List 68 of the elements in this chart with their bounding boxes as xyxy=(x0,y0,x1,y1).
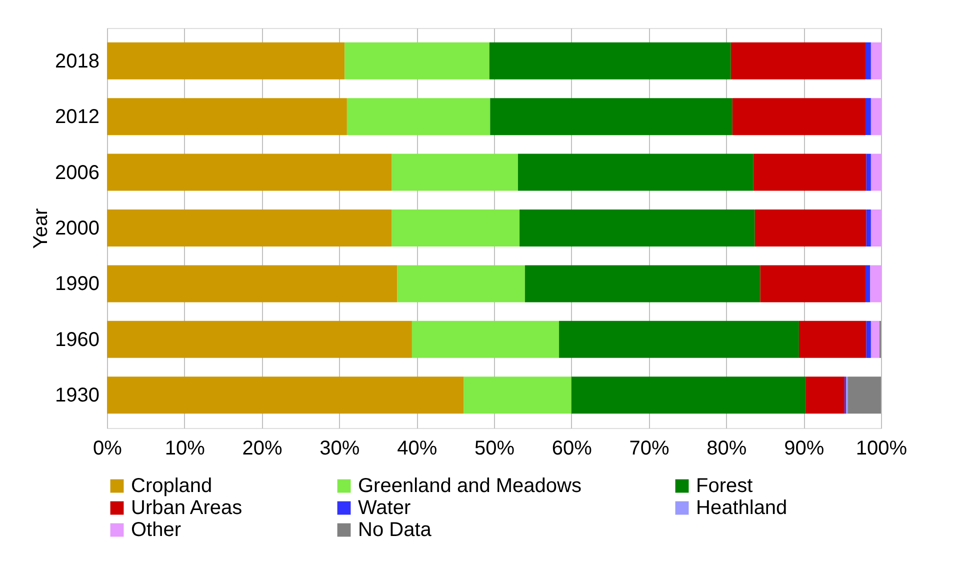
x-tick-label: 20% xyxy=(242,438,283,460)
legend-label: Urban Areas xyxy=(131,497,242,519)
y-tick-label: 1930 xyxy=(55,384,100,407)
bar xyxy=(870,320,880,358)
bar xyxy=(107,210,392,246)
bar xyxy=(518,154,754,191)
y-tick-label: 2006 xyxy=(55,162,100,184)
legend-label: Greenland and Meadows xyxy=(358,475,582,497)
bar xyxy=(344,42,490,80)
bar xyxy=(753,154,866,191)
bar xyxy=(870,154,881,191)
bar xyxy=(392,154,518,191)
bar xyxy=(107,320,412,358)
bar xyxy=(107,265,398,302)
bar xyxy=(806,376,845,414)
bar xyxy=(412,320,560,358)
bar xyxy=(490,98,732,136)
x-tick-label: 80% xyxy=(706,438,747,460)
bar xyxy=(392,210,520,246)
x-tick-label: 30% xyxy=(320,438,360,460)
legend-label: Water xyxy=(358,497,411,519)
bar xyxy=(870,210,881,246)
bar xyxy=(866,320,871,358)
bar xyxy=(730,42,866,80)
x-tick-label: 70% xyxy=(629,438,670,460)
legend-label: Forest xyxy=(696,475,754,497)
bar xyxy=(489,42,731,80)
y-axis-title: Year xyxy=(30,208,52,249)
x-tick-label: 100% xyxy=(856,438,908,460)
y-tick-label: 1960 xyxy=(55,328,100,351)
bar xyxy=(524,265,760,302)
y-tick-label: 2018 xyxy=(55,50,100,72)
y-tick-label: 2000 xyxy=(55,218,100,240)
bar xyxy=(571,376,806,414)
bar xyxy=(346,98,490,136)
x-tick-label: 40% xyxy=(397,438,438,460)
bar xyxy=(870,265,881,302)
x-tick-label: 0% xyxy=(93,438,122,460)
bar xyxy=(870,98,881,136)
bar xyxy=(866,210,871,246)
x-tick-label: 60% xyxy=(552,438,592,460)
bar xyxy=(760,265,866,302)
bar xyxy=(848,376,881,414)
bar xyxy=(732,98,866,136)
bar xyxy=(520,210,755,246)
bar xyxy=(107,154,392,191)
legend-label: No Data xyxy=(358,519,432,541)
bar xyxy=(870,42,881,80)
legend-label: Heathland xyxy=(696,497,788,519)
x-tick-label: 10% xyxy=(164,438,206,460)
bar xyxy=(107,98,347,136)
x-tick-label: 90% xyxy=(784,438,824,460)
y-tick-label: 1990 xyxy=(55,273,100,296)
bar xyxy=(464,376,572,414)
legend-label: Other xyxy=(131,519,182,541)
bar xyxy=(866,42,871,80)
bar xyxy=(559,320,799,358)
bar xyxy=(754,210,866,246)
bar xyxy=(866,265,870,302)
bar xyxy=(397,265,525,302)
bar xyxy=(107,42,345,80)
legend-label: Cropland xyxy=(131,475,212,497)
bar xyxy=(107,376,464,414)
bar xyxy=(866,98,871,136)
bar xyxy=(866,154,871,191)
bar xyxy=(798,320,866,358)
y-tick-label: 2012 xyxy=(55,106,100,128)
x-tick-label: 50% xyxy=(474,438,515,460)
